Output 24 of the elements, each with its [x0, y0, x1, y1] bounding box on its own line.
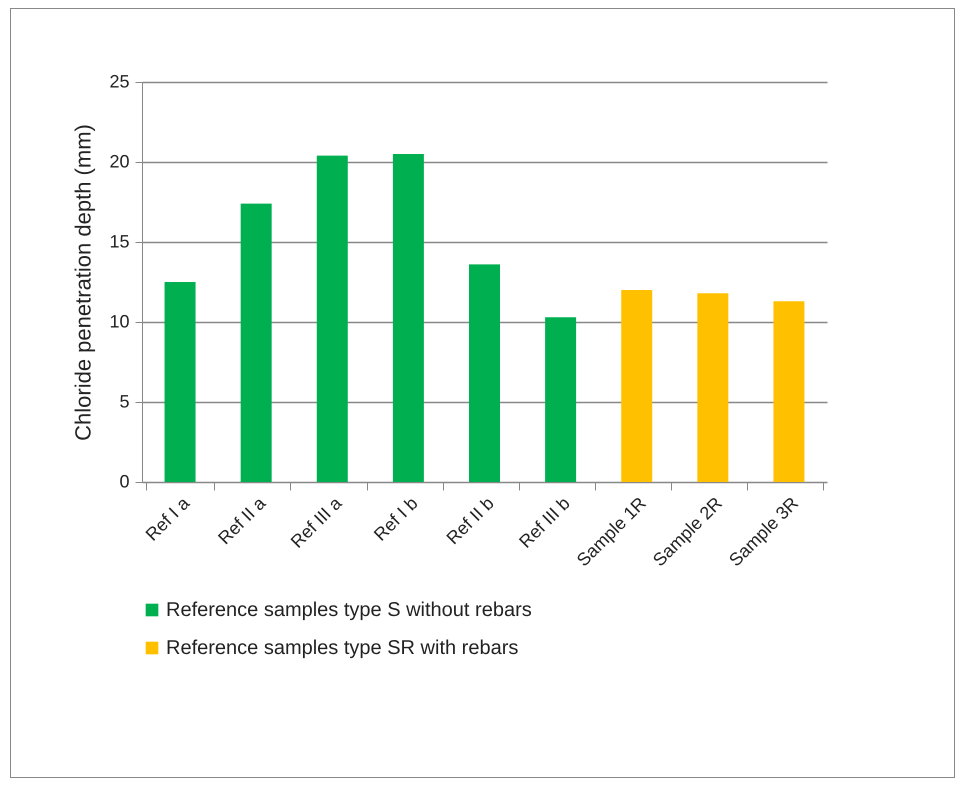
bar — [773, 301, 804, 482]
y-tick-label: 15 — [109, 232, 130, 252]
bar — [392, 154, 424, 482]
bar — [316, 156, 348, 482]
bar — [621, 290, 652, 482]
bar — [469, 264, 500, 482]
legend-label: Reference samples type S without rebars — [166, 599, 532, 621]
y-tick-label: 0 — [119, 472, 130, 492]
bar — [240, 204, 272, 482]
y-tick-label: 20 — [109, 152, 130, 172]
y-tick-label: 5 — [119, 392, 130, 412]
y-tick-label: 10 — [109, 312, 130, 332]
y-tick-label: 25 — [109, 72, 130, 92]
bar — [697, 293, 728, 482]
y-axis-title: Chloride penetration depth (mm) — [70, 124, 96, 441]
x-tick-label: Ref II b — [442, 493, 498, 548]
x-tick-label: Ref I a — [142, 492, 194, 545]
x-tick-label: Ref III a — [286, 492, 346, 552]
x-tick-label: Ref I b — [370, 493, 422, 545]
x-tick-label: Ref III b — [515, 493, 574, 552]
legend-label: Reference samples type SR with rebars — [166, 637, 518, 659]
x-tick-label: Ref II a — [214, 492, 270, 548]
bar — [164, 282, 196, 482]
bar — [545, 317, 576, 482]
